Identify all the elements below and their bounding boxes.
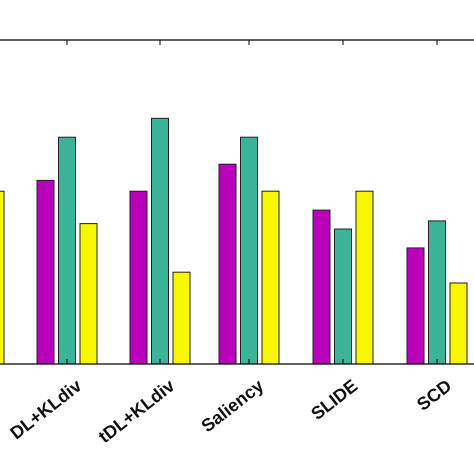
bar-2-0 (218, 163, 237, 365)
partial-bar-0 (0, 190, 5, 365)
bar-1-1 (151, 117, 169, 365)
bar-2-1 (240, 136, 258, 365)
bar-group (0, 117, 468, 365)
bar-0-1 (58, 136, 76, 365)
bar-3-0 (312, 209, 331, 365)
bar-0-0 (36, 179, 55, 365)
bar-1-0 (129, 190, 148, 365)
bar-3-1 (334, 228, 352, 365)
bar-4-0 (406, 247, 425, 365)
bar-4-1 (428, 220, 446, 365)
axes (0, 39, 474, 365)
bar-0-2 (79, 223, 98, 365)
bar-3-2 (355, 190, 374, 365)
bar-4-2 (449, 282, 468, 365)
bar-2-2 (261, 190, 280, 365)
tick-marks (66, 40, 438, 364)
bar-1-2 (172, 271, 191, 365)
